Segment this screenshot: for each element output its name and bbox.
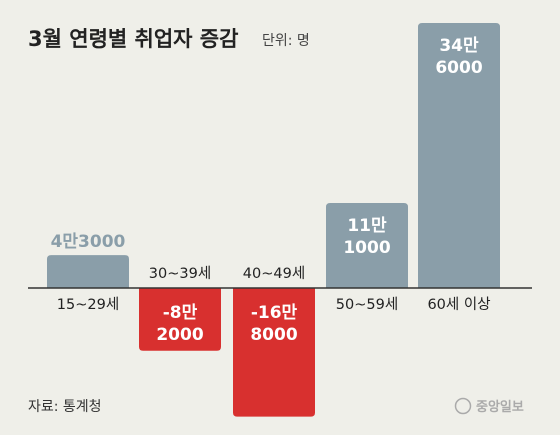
bar-1 (47, 255, 129, 288)
bar-value-label-2-1: -8만 (163, 303, 198, 323)
bars-group (47, 23, 500, 417)
category-label-3: 40~49세 (243, 265, 305, 282)
bar-3 (233, 288, 315, 417)
chart-title: 3월 연령별 취업자 증감 (28, 27, 238, 51)
bar-value-label-5-2: 6000 (435, 58, 482, 78)
bar-2 (139, 288, 221, 351)
category-label-1: 15~29세 (57, 296, 119, 313)
bar-value-label-4-2: 1000 (343, 238, 390, 258)
category-label-4: 50~59세 (336, 296, 398, 313)
bar-value-label-5-1: 34만 (439, 36, 479, 56)
bar-5 (418, 23, 500, 288)
brand-text: 중앙일보 (476, 399, 524, 415)
category-label-2: 30~39세 (149, 265, 211, 282)
bar-value-label-3-1: -16만 (251, 303, 298, 323)
source-text: 자료: 통계청 (28, 399, 102, 415)
bar-value-label-4-1: 11만 (347, 216, 387, 236)
bar-value-label-2-2: 2000 (156, 325, 203, 345)
chart-unit: 단위: 명 (262, 33, 310, 49)
brand-logo: 중앙일보 (454, 397, 524, 415)
category-label-5: 60세 이상 (427, 296, 490, 313)
bar-4 (326, 202, 408, 288)
bar-value-label-3-2: 8000 (250, 325, 297, 345)
brand-logo-icon (454, 397, 472, 415)
bar-value-label-1: 4만3000 (51, 232, 126, 252)
